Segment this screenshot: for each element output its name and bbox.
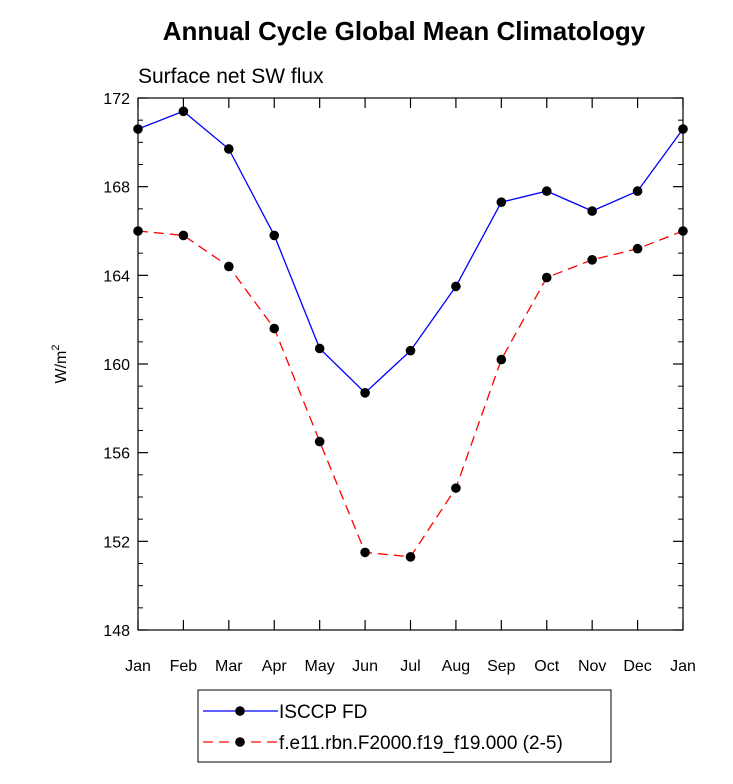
data-point xyxy=(314,436,325,447)
y-tick-label: 156 xyxy=(103,446,130,463)
data-point xyxy=(541,272,552,283)
data-point xyxy=(314,343,325,354)
data-point xyxy=(451,281,461,292)
x-tick-label: Apr xyxy=(262,658,288,675)
x-tick-label: Oct xyxy=(534,658,559,675)
data-point xyxy=(496,354,507,365)
x-tick-label: May xyxy=(305,658,335,675)
minor-ticks xyxy=(138,119,683,609)
tick-labels: 148 152 156 160 164 168 172 Jan Feb Mar Apr May Jun J… xyxy=(103,91,696,675)
legend-box xyxy=(197,689,612,763)
data-point xyxy=(269,323,280,334)
y-tick-label: 160 xyxy=(103,357,130,374)
major-ticks xyxy=(137,97,684,631)
x-tick-label: Feb xyxy=(170,658,198,675)
data-point xyxy=(224,144,234,154)
data-point xyxy=(451,483,461,493)
y-tick-label: 164 xyxy=(103,268,130,285)
data-point xyxy=(587,206,597,216)
data-point xyxy=(405,552,416,562)
legend-entries: ISCCP FD f.e11.rbn.F2000.f19_f19.000 (2-5… xyxy=(203,702,563,754)
y-axis-label-superscript: 2 xyxy=(50,345,62,351)
legend-marker-1 xyxy=(235,706,245,716)
data-point xyxy=(587,255,597,265)
x-tick-label: Jan xyxy=(670,658,696,675)
x-tick-label: Jun xyxy=(352,658,378,675)
chart-subtitle: Surface net SW flux xyxy=(138,65,324,88)
y-tick-label: 148 xyxy=(103,623,130,640)
legend-marker-2 xyxy=(235,737,245,747)
data-point xyxy=(496,197,507,207)
y-axis-label: W/m2 xyxy=(50,345,70,384)
data-point xyxy=(269,230,280,241)
svg-text:W/m2: W/m2 xyxy=(50,345,70,384)
y-tick-label: 152 xyxy=(103,534,130,551)
legend-label-1: ISCCP FD xyxy=(279,702,367,723)
x-tick-label: Aug xyxy=(442,658,470,675)
y-tick-label: 168 xyxy=(103,180,130,197)
data-point xyxy=(405,345,416,356)
x-tick-label: Sep xyxy=(487,658,516,675)
data-point xyxy=(178,230,189,241)
data-point xyxy=(541,186,552,196)
series-markers xyxy=(133,106,688,562)
data-point xyxy=(224,261,234,272)
plot-frame xyxy=(137,97,684,631)
x-tick-label: Nov xyxy=(578,658,606,675)
data-point xyxy=(360,388,370,398)
data-point xyxy=(360,547,370,558)
data-point xyxy=(178,106,189,117)
x-tick-label: Jul xyxy=(400,658,420,675)
y-tick-label: 172 xyxy=(103,91,130,108)
chart-title: Annual Cycle Global Mean Climatology xyxy=(163,16,646,46)
data-point xyxy=(632,243,643,254)
x-tick-label: Jan xyxy=(125,658,151,675)
y-axis-label-text: W/m xyxy=(53,351,70,384)
x-tick-label: Dec xyxy=(623,658,651,675)
legend-label-2: f.e11.rbn.F2000.f19_f19.000 (2-5) xyxy=(279,733,563,754)
series-line-2 xyxy=(137,230,684,558)
data-point xyxy=(632,186,643,196)
series-lines xyxy=(137,110,684,558)
legend: ISCCP FD f.e11.rbn.F2000.f19_f19.000 (2-5… xyxy=(197,689,612,763)
x-tick-label: Mar xyxy=(215,658,243,675)
